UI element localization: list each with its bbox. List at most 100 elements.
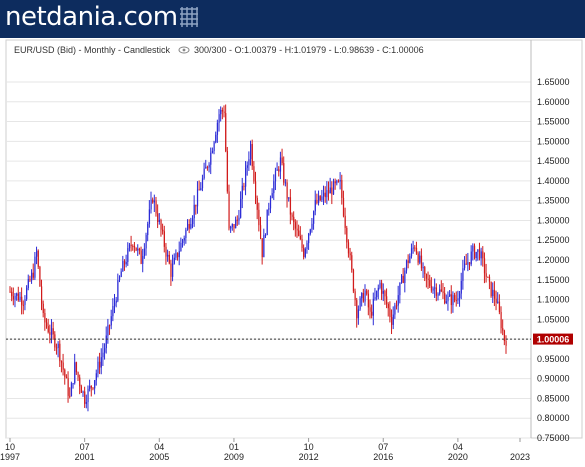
candle-body	[115, 300, 117, 303]
x-tick-year: 2001	[75, 452, 95, 462]
candle-body	[452, 295, 454, 306]
candle-body	[104, 348, 106, 353]
brand-logo-text[interactable]: netdania.com	[5, 2, 178, 32]
candle-body	[361, 293, 363, 299]
candle-body	[274, 170, 277, 182]
candle-body	[283, 163, 285, 183]
candle-body	[492, 289, 494, 297]
candle-body	[200, 188, 202, 190]
candle-body	[230, 226, 232, 229]
candle-body	[332, 181, 335, 195]
candle-body	[414, 247, 416, 249]
candle-body	[377, 287, 379, 291]
candle-body	[309, 229, 311, 234]
candle-body	[9, 291, 11, 293]
candle-body	[153, 200, 156, 203]
candle-body	[50, 328, 53, 335]
candle-body	[493, 289, 496, 299]
candle-body	[133, 245, 136, 248]
candle-body	[82, 391, 84, 393]
candle-body	[359, 298, 361, 310]
candle-body	[31, 272, 33, 281]
candle-body	[490, 281, 492, 297]
candle-body	[150, 199, 152, 210]
x-tick-month: 07	[378, 442, 388, 452]
candle-body	[250, 144, 252, 160]
candle-body	[478, 249, 481, 259]
candle-body	[336, 180, 338, 184]
last-price-label: 1.00006	[537, 335, 570, 345]
candle-body	[90, 385, 92, 388]
candle-body	[389, 308, 391, 318]
candle-body	[47, 326, 49, 333]
candle-body	[424, 267, 426, 275]
candle-body	[400, 275, 403, 283]
candle-body	[328, 190, 330, 194]
candle-body	[245, 167, 247, 187]
candle-body	[372, 298, 374, 316]
candle-body	[173, 257, 175, 264]
candle-body	[152, 199, 154, 203]
y-tick-label: 1.20000	[537, 255, 570, 265]
candle-body	[223, 111, 225, 114]
candle-body	[55, 347, 58, 349]
candle-body	[27, 278, 29, 288]
candle-body	[427, 278, 429, 280]
candle-body	[21, 296, 23, 305]
candle-body	[261, 238, 263, 258]
candle-body	[218, 114, 220, 123]
candle-body	[455, 300, 457, 302]
candle-body	[67, 378, 69, 396]
candle-body	[123, 260, 126, 265]
candle-body	[84, 391, 86, 404]
candle-body	[42, 303, 44, 314]
candle-body	[342, 197, 345, 216]
candle-body	[464, 263, 466, 269]
chart-stats-label: 300/300 - O:1.00379 - H:1.01979 - L:0.98…	[194, 45, 424, 55]
x-tick-month: 10	[304, 442, 314, 452]
candle-body	[100, 357, 102, 368]
candle-body	[80, 386, 83, 393]
candle-body	[334, 181, 336, 184]
candle-body	[215, 134, 217, 143]
candle-body	[79, 377, 81, 387]
candle-body	[65, 376, 68, 379]
candle-body	[268, 208, 270, 210]
y-tick-label: 0.90000	[537, 374, 570, 384]
candle-body	[213, 142, 215, 151]
y-tick-label: 1.30000	[537, 215, 570, 225]
candle-body	[196, 189, 199, 207]
header-bar: netdania.com	[0, 0, 585, 38]
x-tick-month: 01	[229, 442, 239, 452]
candle-body	[497, 301, 499, 303]
candle-body	[298, 230, 300, 236]
candle-body	[291, 214, 293, 217]
candle-body	[445, 301, 447, 303]
candle-body	[425, 274, 428, 279]
candle-body	[485, 273, 487, 277]
candle-body	[220, 109, 222, 115]
candle-body	[256, 197, 258, 210]
candlestick-chart[interactable]: 1.65000 1.60000 1.55000 1.50000 1.45000 1.400…	[0, 38, 585, 467]
candle-body	[454, 295, 456, 301]
candle-body	[362, 293, 365, 302]
candle-body	[366, 290, 368, 294]
candle-body	[323, 192, 325, 197]
chart-grid	[6, 81, 531, 442]
candle-body	[198, 189, 200, 191]
candle-body	[135, 247, 137, 251]
candle-body	[132, 245, 134, 247]
candle-body	[387, 304, 389, 309]
candle-body	[341, 180, 343, 198]
candle-body	[69, 395, 71, 397]
candle-body	[62, 362, 64, 370]
candle-body	[57, 343, 59, 348]
eye-icon[interactable]	[178, 46, 190, 54]
y-tick-label: 1.60000	[537, 97, 570, 107]
candle-body	[410, 248, 413, 257]
candle-body	[301, 239, 303, 248]
candle-body	[293, 216, 295, 223]
candle-body	[263, 235, 265, 258]
candle-body	[102, 352, 104, 358]
candle-body	[303, 247, 305, 257]
